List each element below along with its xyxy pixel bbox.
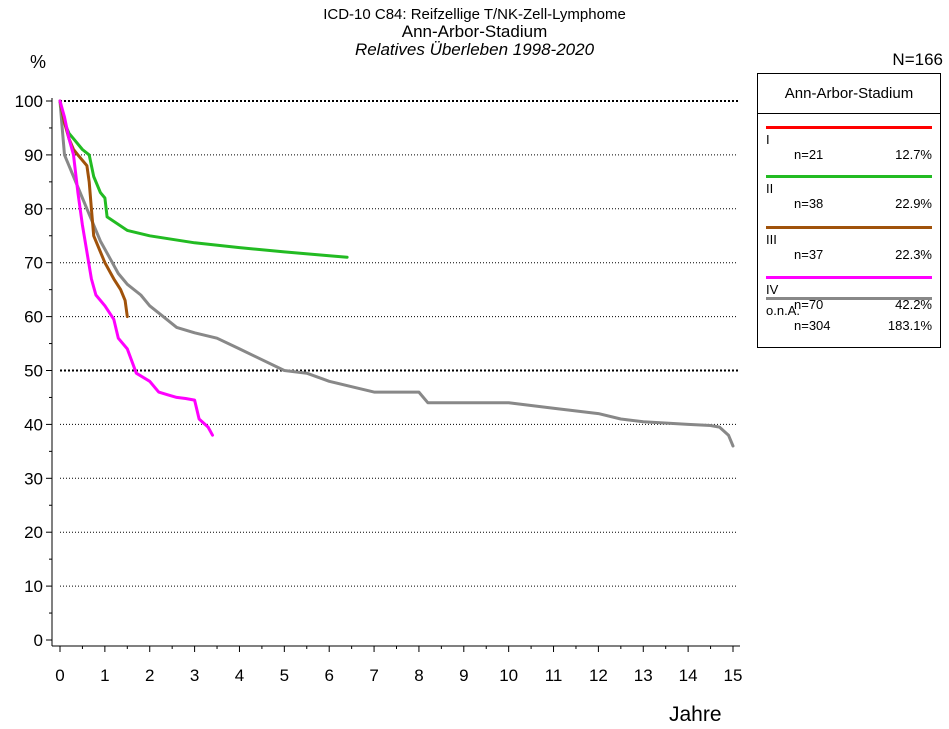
legend-item-name: II: [766, 181, 774, 196]
y-tick-label: 10: [24, 577, 43, 596]
legend-item-n: n=21: [794, 147, 824, 162]
y-tick-label: 20: [24, 523, 43, 542]
legend-item-IV: IV n=70 42.2%: [758, 276, 940, 326]
x-tick-label: 9: [459, 666, 468, 685]
chart-title: ICD-10 C84: Reifzellige T/NK-Zell-Lympho…: [323, 6, 626, 23]
legend-item-name: I: [766, 132, 770, 147]
legend: Ann-Arbor-Stadium I n=21 12.7% II n=38 2…: [757, 73, 941, 348]
x-tick-label: 10: [499, 666, 518, 685]
x-tick-label: 11: [545, 666, 563, 685]
y-tick-label: 50: [24, 362, 43, 381]
series-line-iv: [58, 99, 214, 437]
legend-item-pct: 22.9%: [895, 196, 932, 211]
total-count: N=166: [892, 50, 943, 69]
legend-item-I: I n=21 12.7%: [758, 126, 940, 176]
x-tick-label: 1: [100, 666, 109, 685]
x-tick-label: 5: [280, 666, 289, 685]
series-lines: [58, 99, 735, 448]
series-line-ii: [58, 99, 349, 259]
legend-item-name: III: [766, 232, 777, 247]
x-tick-label: 4: [235, 666, 244, 685]
legend-line: [766, 297, 932, 300]
legend-item-ona: o.n.A. n=304 183.1%: [758, 297, 940, 347]
x-tick-label: 15: [724, 666, 743, 685]
y-tick-label: 40: [24, 415, 43, 434]
x-tick-label: 12: [589, 666, 608, 685]
legend-item-name: o.n.A.: [766, 303, 800, 318]
y-tick-label: 60: [24, 308, 43, 327]
legend-line: [766, 226, 932, 229]
legend-line: [766, 126, 932, 129]
legend-item-pct: 42.2%: [895, 297, 932, 312]
y-tick-label: 90: [24, 146, 43, 165]
legend-item-name: IV: [766, 282, 779, 297]
gridlines: [60, 100, 738, 587]
legend-item-II: II n=38 22.9%: [758, 175, 940, 225]
legend-line: [766, 276, 932, 279]
legend-item-n: n=304: [794, 318, 831, 333]
y-axis-unit: %: [30, 52, 47, 72]
chart-subtitle-italic: Relatives Überleben 1998-2020: [354, 40, 595, 59]
legend-item-pct: 22.3%: [895, 247, 932, 262]
legend-item-n: n=70: [794, 297, 824, 312]
chart-subtitle: Ann-Arbor-Stadium: [401, 22, 548, 41]
legend-item-n: n=38: [794, 196, 824, 211]
x-axis-label: Jahre: [669, 703, 722, 726]
x-tick-label: 0: [55, 666, 64, 685]
x-tick-label: 6: [324, 666, 333, 685]
x-tick-label: 14: [679, 666, 698, 685]
y-tick-label: 30: [24, 469, 43, 488]
legend-line: [766, 175, 932, 178]
legend-item-n: n=37: [794, 247, 824, 262]
x-tick-label: 7: [369, 666, 378, 685]
legend-item-pct: 12.7%: [895, 147, 932, 162]
x-tick-label: 3: [190, 666, 199, 685]
legend-item-pct: 183.1%: [887, 318, 932, 333]
y-tick-label: 80: [24, 200, 43, 219]
y-tick-label: 70: [24, 254, 43, 273]
x-tick-label: 8: [414, 666, 423, 685]
x-tick-label: 13: [634, 666, 653, 685]
legend-item-III: III n=37 22.3%: [758, 226, 940, 276]
y-tick-label: 100: [15, 92, 43, 111]
x-tick-label: 2: [145, 666, 154, 685]
y-tick-label: 0: [34, 631, 43, 650]
legend-title: Ann-Arbor-Stadium: [758, 74, 940, 114]
